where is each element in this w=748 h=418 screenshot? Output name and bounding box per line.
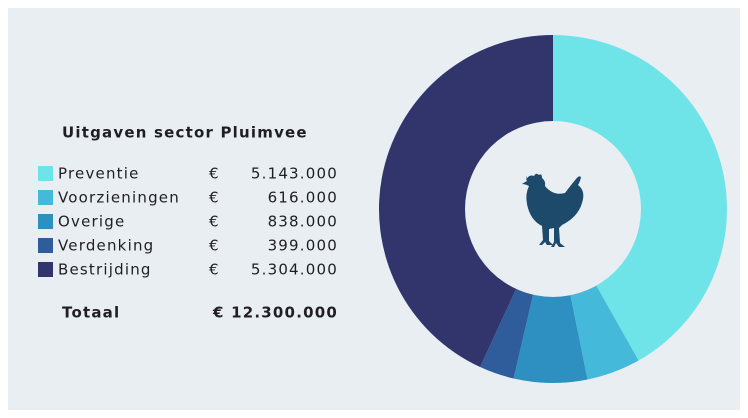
legend-label: Voorzieningen <box>58 189 180 207</box>
legend-label: Overige <box>58 213 125 231</box>
currency: € <box>209 213 220 231</box>
currency: € <box>209 165 220 183</box>
total-name: Totaal <box>62 304 120 322</box>
legend-swatch <box>38 166 53 181</box>
chart-title: Uitgaven sector Pluimvee <box>62 124 308 142</box>
legend-swatch <box>38 262 53 277</box>
legend-swatch <box>38 238 53 253</box>
legend-label: Preventie <box>58 165 140 183</box>
value-label: 616.000 <box>268 189 338 207</box>
legend-swatch <box>38 190 53 205</box>
legend-label: Verdenking <box>58 237 154 255</box>
currency: € <box>209 261 220 279</box>
value-label: 5.304.000 <box>251 261 338 279</box>
legend-swatch <box>38 214 53 229</box>
currency: € <box>209 237 220 255</box>
chicken-icon <box>522 173 584 247</box>
currency: € <box>209 189 220 207</box>
value-label: 5.143.000 <box>251 165 338 183</box>
value-label: 838.000 <box>268 213 338 231</box>
value-label: 399.000 <box>268 237 338 255</box>
legend-label: Bestrijding <box>58 261 152 279</box>
total-label: € 12.300.000 <box>212 304 338 322</box>
